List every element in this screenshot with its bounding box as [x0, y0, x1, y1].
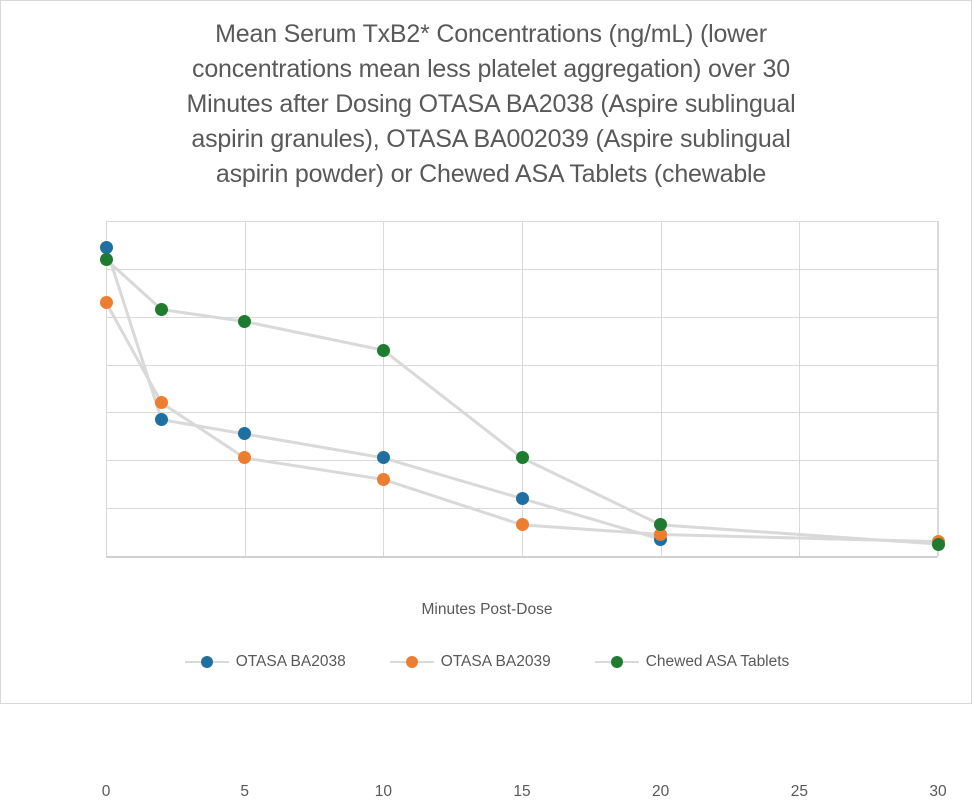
data-point-marker[interactable] — [238, 427, 252, 441]
data-point-marker[interactable] — [154, 303, 168, 317]
legend-item[interactable]: OTASA BA2039 — [389, 653, 551, 671]
chart-title: Mean Serum TxB2* Concentrations (ng/mL) … — [111, 17, 871, 192]
data-point-marker[interactable] — [154, 396, 168, 410]
chart-title-line: Minutes after Dosing OTASA BA2038 (Aspir… — [186, 90, 796, 118]
data-point-marker[interactable] — [99, 240, 113, 254]
legend-marker-icon — [405, 656, 418, 668]
x-tick-label: 20 — [652, 783, 670, 800]
legend-label: OTASA BA2039 — [440, 653, 551, 670]
legend-marker-icon — [610, 656, 623, 668]
legend-swatch — [594, 656, 639, 669]
gridline-x — [244, 221, 246, 556]
legend-label: OTASA BA2038 — [235, 653, 346, 670]
data-point-marker[interactable] — [376, 343, 390, 357]
legend-swatch — [184, 656, 229, 669]
data-point-marker[interactable] — [515, 518, 529, 532]
data-point-marker[interactable] — [654, 518, 668, 532]
x-tick-label: 10 — [374, 783, 392, 800]
data-point-marker[interactable] — [99, 252, 113, 266]
gridline-x — [522, 221, 523, 556]
x-axis-title: Minutes Post-Dose — [421, 601, 553, 618]
data-point-marker[interactable] — [931, 537, 945, 551]
data-point-marker[interactable] — [99, 295, 113, 309]
legend-swatch — [389, 656, 434, 669]
gridline-x — [799, 221, 801, 556]
data-point-marker[interactable] — [376, 472, 390, 486]
chart-title-line: aspirin granules), OTASA BA002039 (Aspir… — [191, 125, 791, 153]
legend-item[interactable]: Chewed ASA Tablets — [594, 653, 790, 671]
chart-legend: OTASA BA2038 OTASA BA2039 Chewed ASA Table… — [1, 653, 972, 671]
legend-item[interactable]: OTASA BA2038 — [184, 653, 346, 671]
chart-title-line: concentrations mean less platelet aggreg… — [192, 55, 790, 83]
data-point-marker[interactable] — [238, 315, 252, 328]
legend-label: Chewed ASA Tablets — [645, 653, 790, 670]
x-tick-label: 30 — [929, 783, 947, 800]
data-point-marker[interactable] — [515, 492, 529, 506]
chart-title-line: aspirin powder) or Chewed ASA Tablets (c… — [215, 160, 767, 188]
gridline-y — [106, 556, 938, 558]
data-point-marker[interactable] — [515, 451, 529, 465]
gridline-x — [383, 221, 385, 556]
x-tick-label: 5 — [240, 783, 249, 800]
x-tick-label: 25 — [790, 783, 808, 800]
data-point-marker[interactable] — [238, 451, 252, 465]
data-point-marker[interactable] — [376, 451, 390, 465]
data-point-marker[interactable] — [154, 413, 168, 427]
gridline-x — [938, 221, 939, 556]
x-tick-label: 0 — [101, 783, 111, 800]
gridline-x — [660, 221, 662, 556]
legend-marker-icon — [200, 656, 213, 668]
data-point-marker[interactable] — [654, 527, 668, 541]
x-tick-label: 15 — [513, 783, 531, 800]
chart-title-line: Mean Serum TxB2* Concentrations (ng/mL) … — [215, 20, 767, 48]
